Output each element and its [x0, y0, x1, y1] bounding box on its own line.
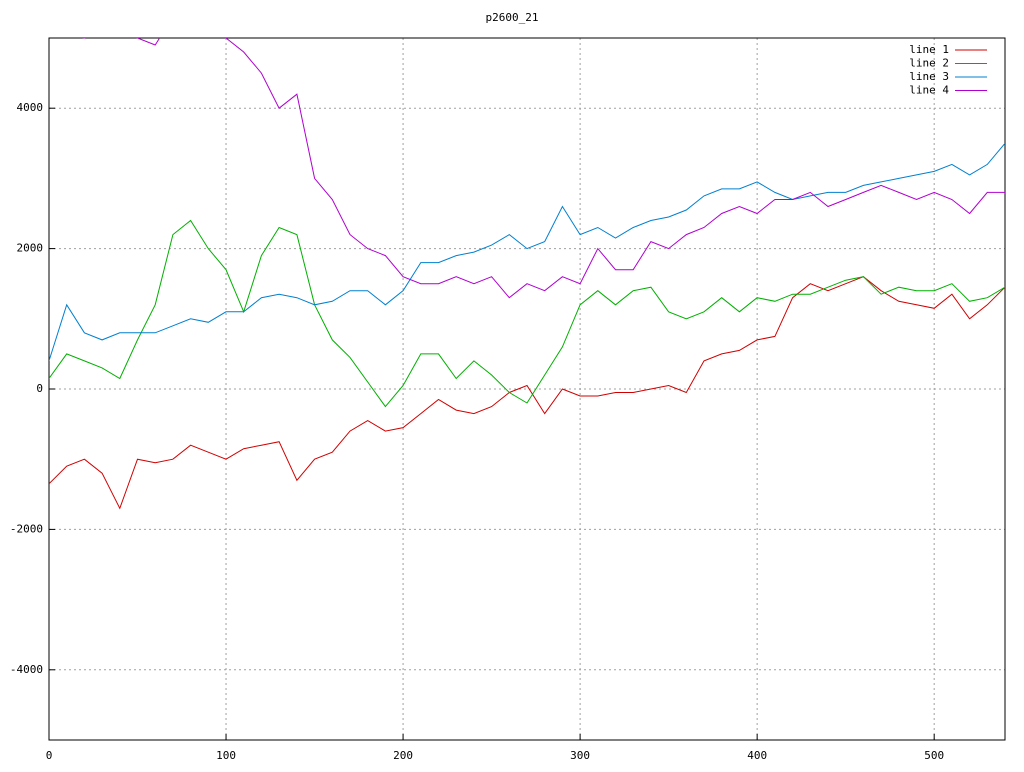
legend-label: line 1 — [909, 43, 949, 56]
chart-title: p2600_21 — [486, 11, 539, 24]
plot-frame — [48, 37, 1006, 741]
data-line — [49, 142, 1005, 362]
data-line — [49, 276, 1005, 510]
legend-label: line 2 — [909, 57, 949, 70]
y-tick-label: -4000 — [10, 663, 43, 676]
legend-label: line 4 — [909, 84, 949, 97]
y-tick-label: 0 — [36, 382, 43, 395]
x-tick-label: 100 — [216, 749, 236, 762]
x-tick-label: 300 — [570, 749, 590, 762]
data-line — [49, 219, 1005, 408]
x-tick-label: 400 — [747, 749, 767, 762]
plot-area — [49, 38, 1005, 510]
y-tick-label: 2000 — [17, 242, 44, 255]
data-line — [81, 38, 1005, 299]
y-tick-label: 4000 — [17, 101, 44, 114]
legend-label: line 3 — [909, 70, 949, 83]
x-tick-label: 500 — [924, 749, 944, 762]
x-tick-label: 0 — [46, 749, 53, 762]
x-tick-label: 200 — [393, 749, 413, 762]
y-tick-label: -2000 — [10, 522, 43, 535]
